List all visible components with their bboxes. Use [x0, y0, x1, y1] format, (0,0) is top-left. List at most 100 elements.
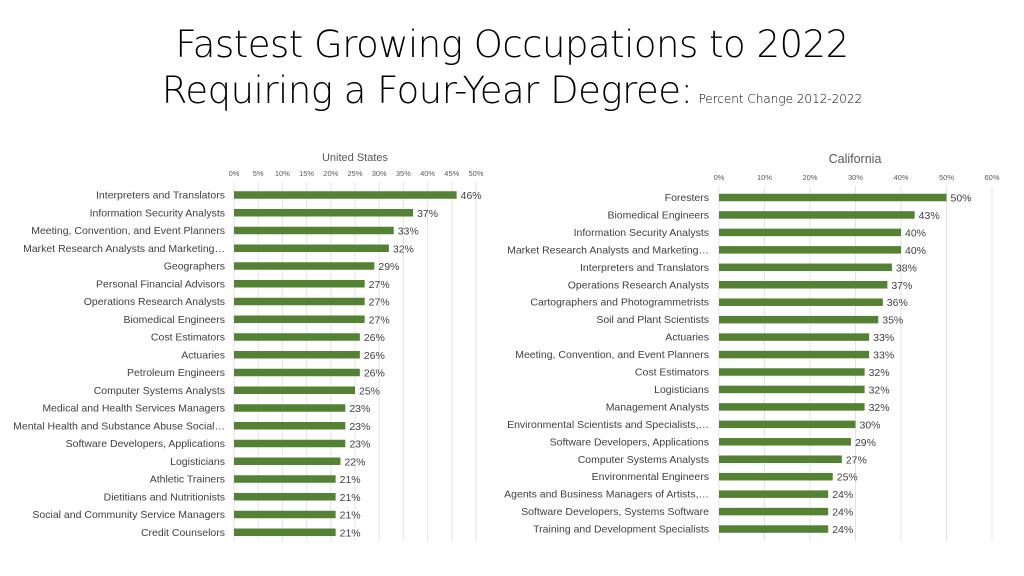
- us-bar: [234, 209, 414, 217]
- ca-tick-label: 50%: [939, 173, 954, 182]
- ca-bar: [719, 315, 879, 324]
- us-tick-label: 15%: [299, 169, 314, 178]
- us-plot: United States 0% 5% 10% 15% 20% 25% 30% 35% 40% 45…: [13, 152, 484, 541]
- us-category-label: Computer Systems Analysts: [94, 385, 225, 397]
- us-data-label: 23%: [349, 439, 370, 451]
- ca-bar: [719, 507, 829, 516]
- us-tick-label: 25%: [347, 169, 362, 178]
- ca-bar: [719, 298, 883, 306]
- us-category-label: Cost Estimators: [151, 332, 225, 344]
- us-bar: [234, 333, 360, 341]
- ca-bar: [719, 403, 865, 411]
- ca-category-label: Management Analysts: [606, 401, 709, 413]
- us-data-label: 23%: [349, 403, 370, 415]
- ca-data-label: 38%: [896, 262, 917, 274]
- ca-data-label: 36%: [887, 297, 908, 309]
- ca-bar: [719, 263, 892, 272]
- ca-data-label: 25%: [837, 472, 858, 484]
- ca-data-label: 33%: [873, 332, 894, 344]
- us-category-label: Medical and Health Services Managers: [42, 403, 225, 415]
- us-data-label: 37%: [417, 208, 438, 220]
- us-bar: [234, 457, 341, 465]
- us-category-label: Interpreters and Translators: [96, 190, 225, 202]
- us-category-label: Geographers: [164, 261, 225, 273]
- us-data-label: 22%: [344, 456, 365, 468]
- ca-data-label: 32%: [869, 402, 890, 414]
- us-category-label: Social and Community Service Managers: [32, 509, 225, 521]
- ca-category-label: Computer Systems Analysts: [578, 454, 709, 466]
- us-bar: [234, 439, 346, 448]
- us-tick-label: 45%: [444, 169, 459, 178]
- ca-data-label: 29%: [855, 437, 876, 449]
- us-data-label: 26%: [364, 368, 385, 380]
- us-data-label: 26%: [364, 332, 385, 344]
- ca-data-label: 27%: [846, 454, 867, 466]
- us-data-label: 27%: [369, 314, 390, 326]
- us-data-label: 27%: [369, 279, 390, 291]
- us-data-label: 33%: [398, 226, 419, 238]
- us-category-label: Mental Health and Substance Abuse Social…: [13, 420, 225, 432]
- us-tick-label: 10%: [275, 169, 290, 178]
- ca-data-label: 43%: [919, 210, 940, 222]
- ca-category-label: Agents and Business Managers of Artists,…: [504, 489, 709, 501]
- us-tick-label: 20%: [323, 169, 338, 178]
- ca-data-label: 32%: [869, 384, 890, 396]
- ca-category-label: Biomedical Engineers: [607, 209, 709, 221]
- ca-data-label: 35%: [882, 315, 903, 327]
- ca-bar: [719, 246, 901, 254]
- us-bar: [234, 386, 355, 394]
- ca-data-label: 40%: [905, 227, 926, 239]
- us-bar: [234, 493, 336, 501]
- us-tick-label: 40%: [420, 169, 435, 178]
- us-category-label: Personal Financial Advisors: [96, 278, 225, 290]
- ca-bar: [719, 385, 865, 394]
- us-tick-label: 35%: [396, 169, 411, 178]
- us-data-label: 21%: [340, 510, 361, 522]
- us-bar: [234, 226, 394, 235]
- us-data-label: 21%: [340, 474, 361, 486]
- us-category-label: Petroleum Engineers: [127, 367, 225, 379]
- ca-category-label: Software Developers, Applications: [550, 436, 709, 448]
- ca-data-label: 37%: [891, 280, 912, 292]
- ca-category-label: Soil and Plant Scientists: [596, 314, 709, 326]
- ca-bar: [719, 420, 856, 429]
- ca-bar: [719, 193, 947, 202]
- us-bar: [234, 262, 375, 270]
- ca-category-label: Actuaries: [665, 332, 709, 344]
- ca-category-label: Software Developers, Systems Software: [521, 506, 709, 518]
- us-tick-label: 0%: [229, 169, 240, 178]
- ca-category-label: Cartographers and Photogrammetrists: [530, 297, 709, 309]
- ca-data-label: 50%: [951, 193, 972, 205]
- ca-category-label: Meeting, Convention, and Event Planners: [515, 349, 709, 361]
- us-bar: [234, 475, 336, 483]
- ca-category-label: Information Security Analysts: [574, 227, 709, 239]
- slide-title: Fastest Growing Occupations to 2022 Requ…: [0, 22, 1024, 122]
- ca-bar: [719, 368, 865, 376]
- ca-data-label: 24%: [832, 507, 853, 519]
- ca-category-label: Operations Research Analysts: [568, 279, 709, 291]
- us-bar: [234, 315, 365, 323]
- us-category-label: Credit Counselors: [141, 527, 225, 539]
- ca-bar: [719, 281, 888, 289]
- us-data-label: 26%: [364, 350, 385, 362]
- us-data-label: 29%: [378, 261, 399, 273]
- ca-tick-label: 20%: [802, 173, 817, 182]
- ca-category-label: Market Research Analysts and Marketing…: [507, 244, 709, 256]
- title-line-1: Fastest Growing Occupations to 2022: [175, 23, 849, 66]
- us-category-label: Actuaries: [181, 349, 225, 361]
- us-category-label: Biomedical Engineers: [123, 314, 225, 326]
- us-data-label: 21%: [340, 527, 361, 539]
- ca-bar: [719, 490, 829, 498]
- us-category-label: Athletic Trainers: [150, 474, 225, 486]
- us-bar: [234, 510, 336, 519]
- ca-bar: [719, 472, 833, 481]
- us-data-label: 32%: [393, 243, 414, 255]
- title-line-2-text: Requiring a Four-Year Degree:: [161, 69, 693, 112]
- ca-tick-label: 60%: [984, 173, 999, 182]
- ca-data-label: 40%: [905, 245, 926, 257]
- us-tick-label: 30%: [372, 169, 387, 178]
- us-bar: [234, 368, 360, 377]
- ca-chart-title: California: [829, 152, 882, 166]
- us-category-label: Software Developers, Applications: [66, 438, 225, 450]
